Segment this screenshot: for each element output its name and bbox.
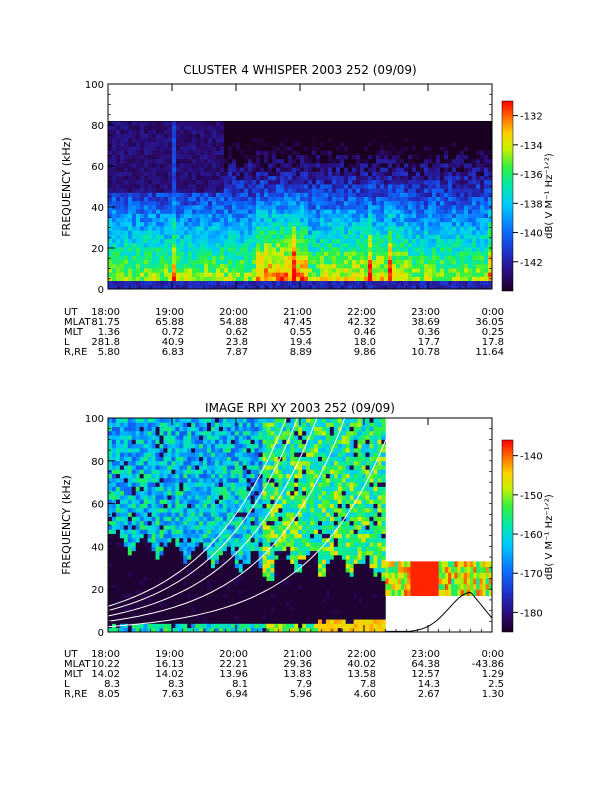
colorbar-tick-label: -136 <box>520 170 543 181</box>
panel1-y-label: FREQUENCY (kHz) <box>60 137 73 237</box>
panel1-colorbar-label: dB( V M⁻¹ Hz⁻¹ᐟ²) <box>544 153 555 239</box>
panel2-colorbar <box>502 440 513 632</box>
colorbar-tick-label: -138 <box>520 199 543 210</box>
ephemeris-value: 5.80 <box>98 347 120 358</box>
ephemeris-value: 4.60 <box>354 689 376 700</box>
colorbar-tick-label: -132 <box>520 112 543 123</box>
colorbar-tick-label: -134 <box>520 141 543 152</box>
colorbar-tick-label: -170 <box>520 569 543 580</box>
colorbar-tick-label: -142 <box>520 258 543 269</box>
ephemeris-value: 10.78 <box>411 347 440 358</box>
ephemeris-value: 11.64 <box>475 347 504 358</box>
ephemeris-value: 7.63 <box>162 689 184 700</box>
y-tick-label: 20 <box>91 244 104 255</box>
y-tick-label: 40 <box>91 542 104 553</box>
colorbar-tick-label: -160 <box>520 530 543 541</box>
panel2-colorbar-ticks: -140 -150 -160 -170 -180 <box>513 452 543 620</box>
ephemeris-value: 2.67 <box>418 689 440 700</box>
panel1-colorbar <box>502 101 513 291</box>
y-tick-label: 80 <box>91 457 104 468</box>
ephemeris-value: 1.30 <box>482 689 504 700</box>
panel1-title: CLUSTER 4 WHISPER 2003 252 (09/09) <box>183 63 416 77</box>
colorbar-tick-label: -150 <box>520 491 543 502</box>
panel2-colorbar-label: dB( V M⁻¹ Hz⁻¹ᐟ²) <box>544 494 555 580</box>
panel1-colorbar-ticks: -132 -134 -136 -138 -140 -142 <box>513 112 543 269</box>
y-tick-label: 80 <box>91 121 104 132</box>
panel1-spectrogram <box>108 121 492 289</box>
ephemeris-value: 5.96 <box>290 689 312 700</box>
ephemeris-row-label: R,RE <box>64 347 87 358</box>
ephemeris-value: 9.86 <box>354 347 376 358</box>
y-tick-label: 100 <box>85 414 104 425</box>
ephemeris-row-label: R,RE <box>64 689 87 700</box>
ephemeris-value: 6.94 <box>226 689 248 700</box>
y-tick-label: 60 <box>91 162 104 173</box>
ephemeris-value: 7.87 <box>226 347 248 358</box>
colorbar-tick-label: -140 <box>520 452 543 463</box>
panel2-title: IMAGE RPI XY 2003 252 (09/09) <box>205 401 395 415</box>
y-tick-label: 0 <box>98 285 104 296</box>
ephemeris-value: 8.05 <box>98 689 120 700</box>
y-tick-label: 0 <box>98 628 104 639</box>
colorbar-tick-label: -180 <box>520 608 543 619</box>
panel2-y-label: FREQUENCY (kHz) <box>60 475 73 575</box>
y-tick-label: 60 <box>91 500 104 511</box>
y-tick-label: 40 <box>91 203 104 214</box>
y-tick-label: 20 <box>91 585 104 596</box>
ephemeris-value: 8.89 <box>290 347 312 358</box>
colorbar-tick-label: -140 <box>520 229 543 240</box>
y-tick-label: 100 <box>85 80 104 91</box>
ephemeris-value: 6.83 <box>162 347 184 358</box>
